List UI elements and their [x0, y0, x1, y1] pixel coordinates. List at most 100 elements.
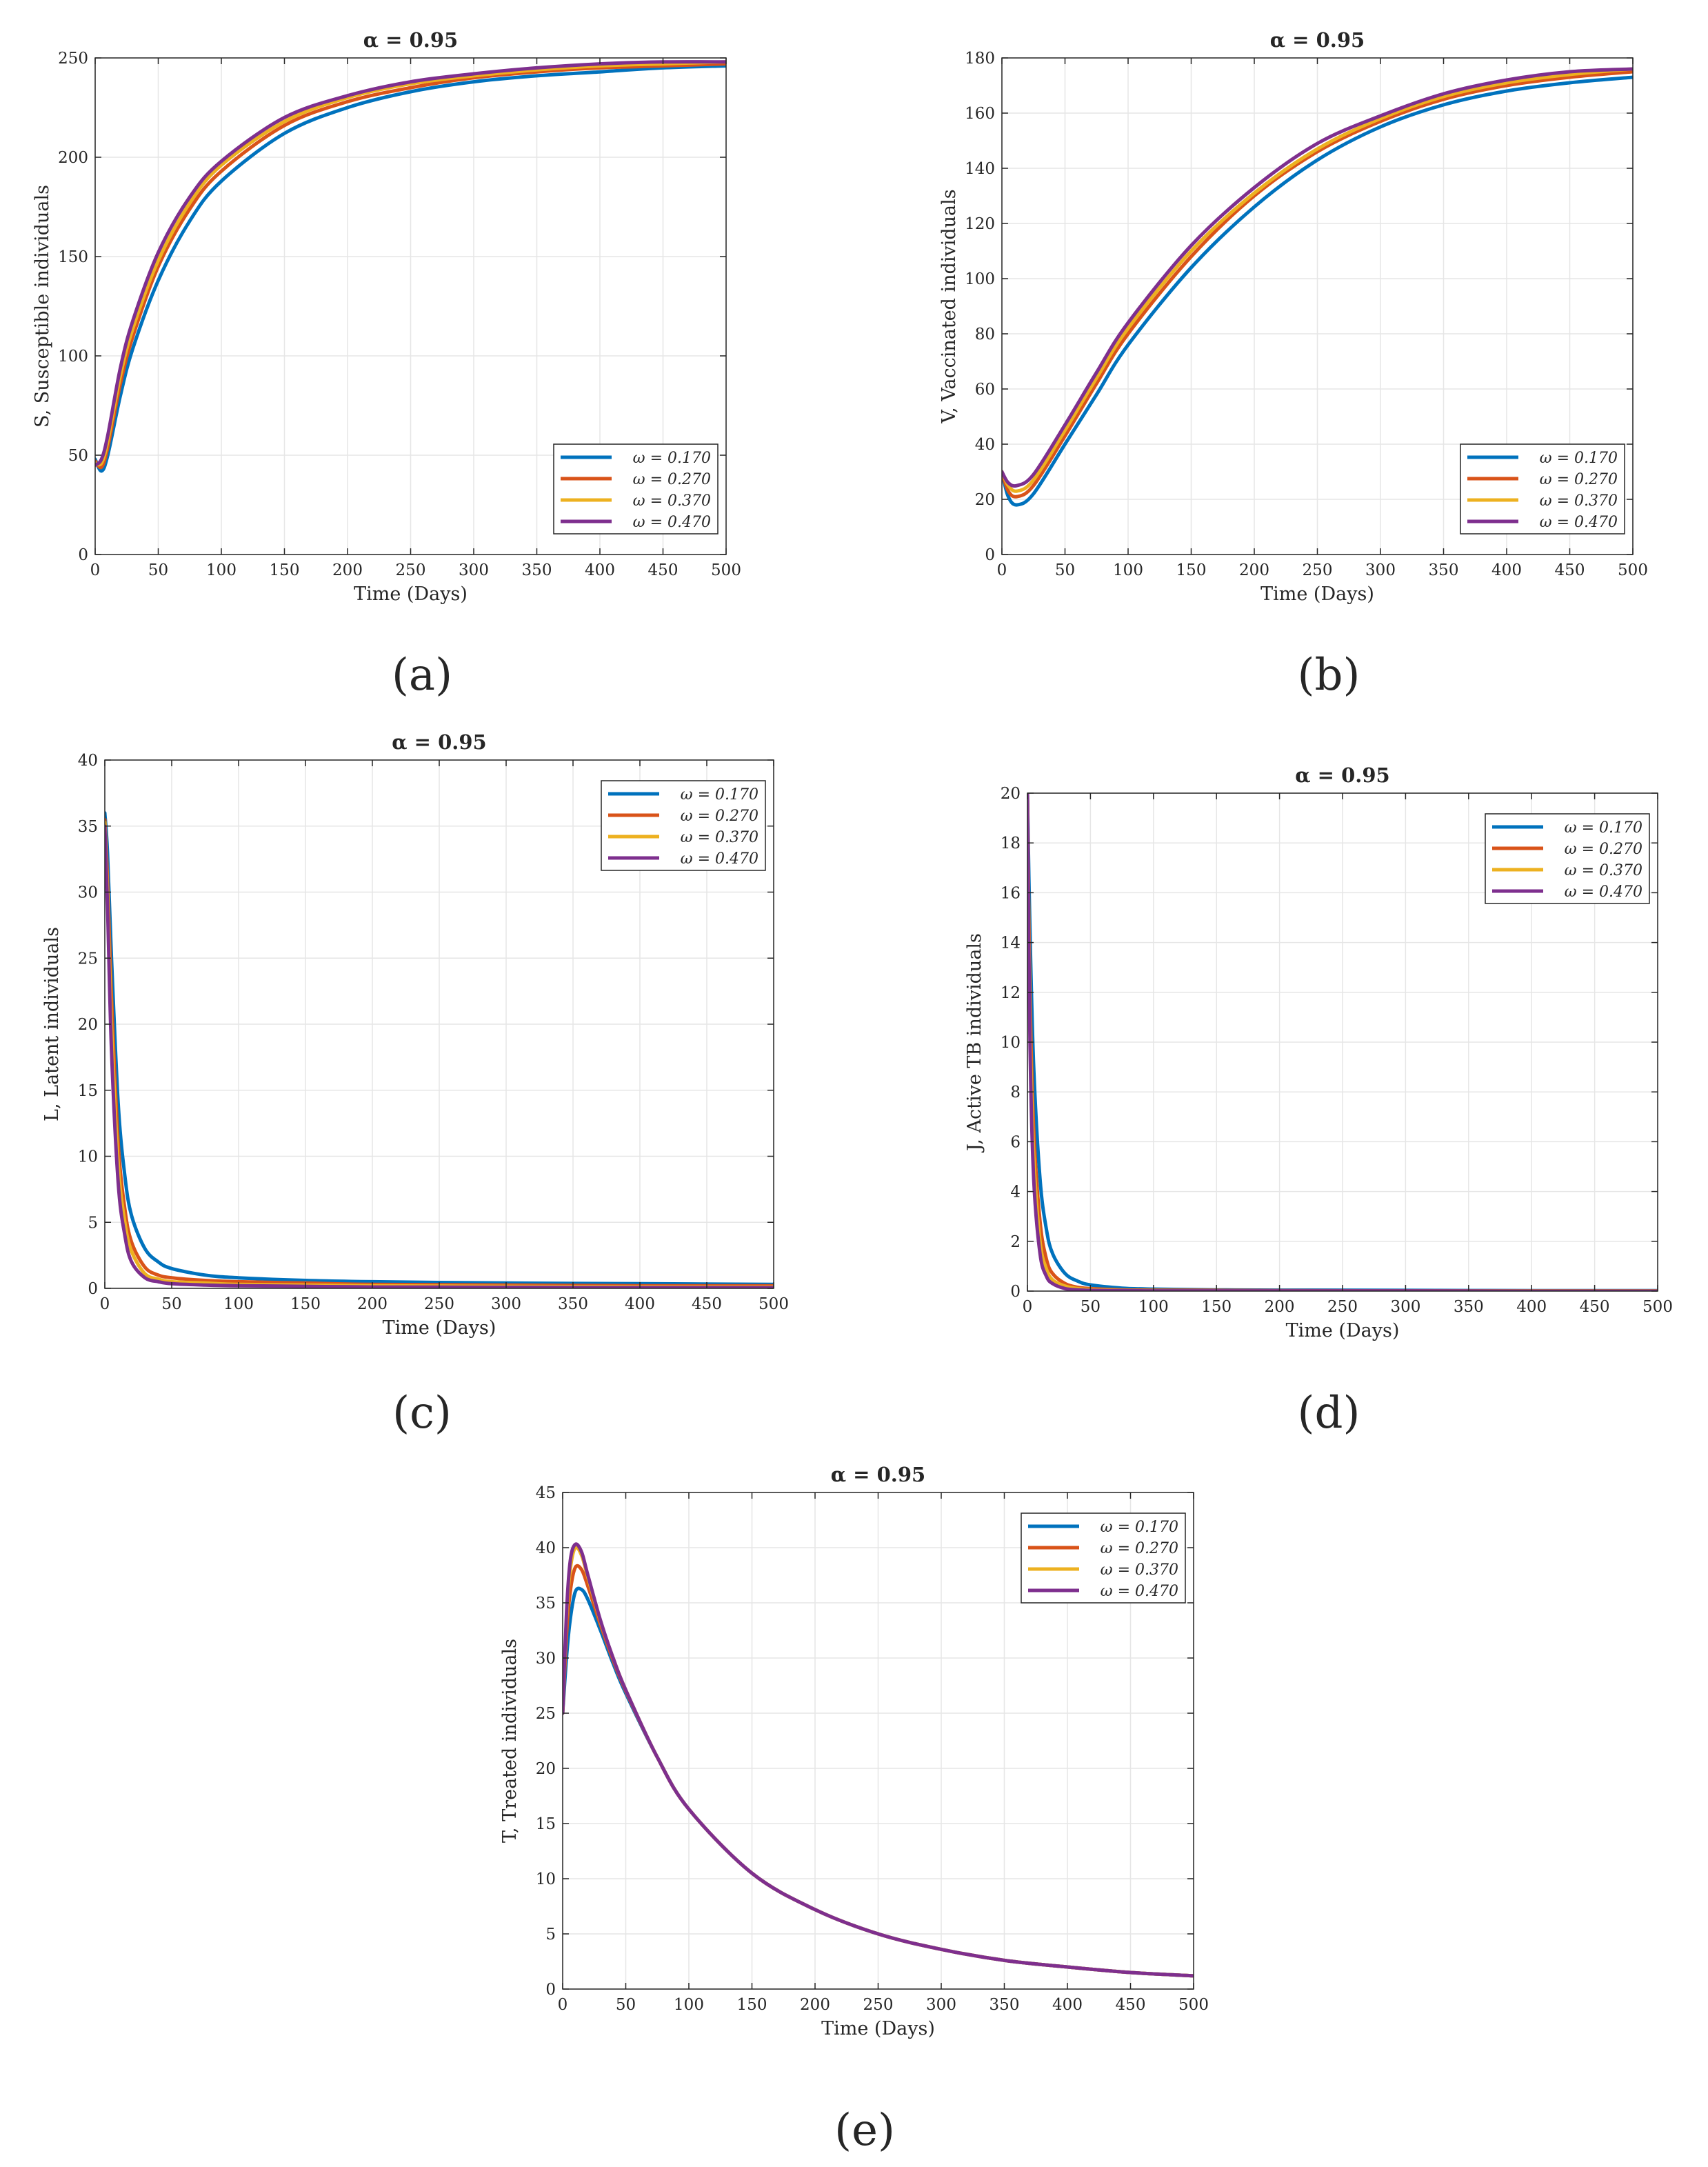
y-tick-label: 10	[536, 1870, 556, 1888]
x-tick-label: 450	[1580, 1298, 1610, 1316]
series-line-4	[1002, 67, 1633, 488]
panel-label-b: (b)	[1298, 650, 1360, 701]
series-line-1	[95, 64, 726, 473]
x-tick-label: 250	[863, 1996, 894, 2014]
legend-label-4: ω = 0.470	[633, 514, 711, 531]
legend-label-4: ω = 0.470	[1565, 883, 1642, 901]
y-tick-label: 50	[68, 447, 88, 465]
y-tick-label: 20	[78, 1016, 98, 1034]
panel-label-a: (a)	[392, 650, 452, 701]
legend-label-2: ω = 0.270	[633, 471, 711, 488]
y-tick-label: 150	[58, 248, 88, 266]
legend-box	[1460, 443, 1625, 535]
legend: ω = 0.170 ω = 0.270 ω = 0.370 ω = 0.470	[1460, 443, 1625, 535]
legend-label-1: ω = 0.170	[1565, 819, 1642, 837]
x-tick-label: 100	[1113, 561, 1143, 579]
x-tick-label: 200	[800, 1996, 830, 2014]
y-tick-label: 120	[965, 215, 995, 233]
y-tick-label: 0	[545, 1981, 556, 1999]
y-tick-label: 25	[536, 1705, 556, 1723]
series-group	[1002, 67, 1633, 507]
x-tick-label: 450	[692, 1295, 722, 1313]
legend-label-1: ω = 0.170	[1101, 1519, 1178, 1536]
x-tick-label: 200	[1239, 561, 1269, 579]
x-tick-label: 250	[396, 561, 426, 579]
legend-label-1: ω = 0.170	[1540, 450, 1618, 467]
panel-a: 0 50 100 150 200 250 300 350 400 450 500 0 50 100 150 2…	[32, 28, 741, 605]
y-tick-label: 10	[78, 1148, 98, 1166]
chart-title: α = 0.95	[392, 730, 486, 754]
x-tick-label: 100	[1138, 1298, 1169, 1316]
y-tick-label: 0	[1010, 1283, 1021, 1301]
legend: ω = 0.170 ω = 0.270 ω = 0.370 ω = 0.470	[1485, 813, 1650, 904]
x-tick-label: 0	[997, 561, 1007, 579]
x-tick-label: 50	[148, 561, 168, 579]
panel-e: 0 50 100 150 200 250 300 350 400 450 500 0 5 10 15 20 25…	[499, 1463, 1209, 2039]
y-tick-label: 180	[965, 50, 995, 68]
x-tick-label: 500	[758, 1295, 789, 1313]
chart-title: α = 0.95	[831, 1463, 925, 1486]
series-group	[95, 60, 726, 473]
y-axis-label: L, Latent individuals	[41, 927, 63, 1121]
x-tick-label: 100	[223, 1295, 254, 1313]
legend-box	[1021, 1512, 1186, 1604]
y-tick-label: 25	[78, 950, 98, 968]
x-tick-label: 350	[1454, 1298, 1484, 1316]
x-tick-label: 500	[1642, 1298, 1673, 1316]
x-tick-label: 400	[585, 561, 615, 579]
panel-d: 0 50 100 150 200 250 300 350 400 450 500 0 2 4 6 8 10 12 1…	[964, 763, 1673, 1341]
x-tick-label: 50	[1055, 561, 1075, 579]
legend-label-4: ω = 0.470	[1540, 514, 1618, 531]
legend-label-3: ω = 0.370	[1565, 862, 1642, 879]
chart-title: α = 0.95	[363, 28, 458, 52]
legend-label-4: ω = 0.470	[1101, 1583, 1178, 1600]
series-line-2	[1002, 70, 1633, 499]
y-tick-label: 12	[1001, 984, 1021, 1002]
legend-label-2: ω = 0.270	[1101, 1540, 1178, 1557]
y-axis-label: V, Vaccinated individuals	[938, 189, 960, 423]
x-tick-label: 150	[1176, 561, 1207, 579]
y-tick-label: 35	[78, 818, 98, 836]
y-tick-label: 140	[965, 160, 995, 178]
x-tick-label: 500	[1618, 561, 1648, 579]
x-axis-label: Time (Days)	[354, 583, 468, 605]
legend: ω = 0.170 ω = 0.270 ω = 0.370 ω = 0.470	[553, 443, 719, 535]
panel-b: 0 50 100 150 200 250 300 350 400 450 500 0 20 40 60 80 1…	[938, 28, 1648, 605]
legend-label-2: ω = 0.270	[1565, 841, 1642, 858]
y-tick-label: 45	[536, 1484, 556, 1502]
x-tick-label: 300	[1365, 561, 1396, 579]
series-line-4	[563, 1542, 1194, 1978]
x-axis-label: Time (Days)	[1286, 1320, 1400, 1341]
legend-box	[601, 780, 766, 871]
x-tick-label: 350	[989, 1996, 1020, 2014]
y-tick-label: 40	[78, 752, 98, 770]
y-tick-label: 16	[1001, 884, 1021, 902]
y-tick-label: 80	[975, 326, 995, 343]
series-group	[563, 1542, 1194, 1978]
y-tick-label: 15	[78, 1082, 98, 1100]
legend-label-3: ω = 0.370	[1101, 1561, 1178, 1579]
legend-label-2: ω = 0.270	[681, 808, 758, 825]
legend-label-3: ω = 0.370	[681, 829, 758, 846]
legend-box	[1485, 813, 1650, 904]
x-tick-label: 50	[616, 1996, 636, 2014]
x-tick-label: 50	[1081, 1298, 1101, 1316]
y-tick-label: 0	[88, 1280, 98, 1298]
y-tick-label: 15	[536, 1815, 556, 1833]
x-tick-label: 450	[1555, 561, 1585, 579]
y-tick-label: 0	[78, 546, 88, 564]
x-tick-label: 400	[1516, 1298, 1547, 1316]
y-tick-label: 8	[1010, 1084, 1021, 1101]
y-tick-label: 4	[1010, 1184, 1021, 1201]
y-tick-label: 20	[1001, 785, 1021, 803]
legend-label-1: ω = 0.170	[681, 786, 758, 803]
y-tick-label: 100	[965, 270, 995, 288]
y-tick-label: 40	[536, 1539, 556, 1557]
x-tick-label: 500	[711, 561, 741, 579]
y-tick-label: 2	[1010, 1233, 1021, 1251]
x-tick-label: 150	[1201, 1298, 1232, 1316]
x-tick-label: 350	[558, 1295, 588, 1313]
y-tick-label: 0	[985, 546, 995, 564]
legend-box	[553, 443, 719, 535]
